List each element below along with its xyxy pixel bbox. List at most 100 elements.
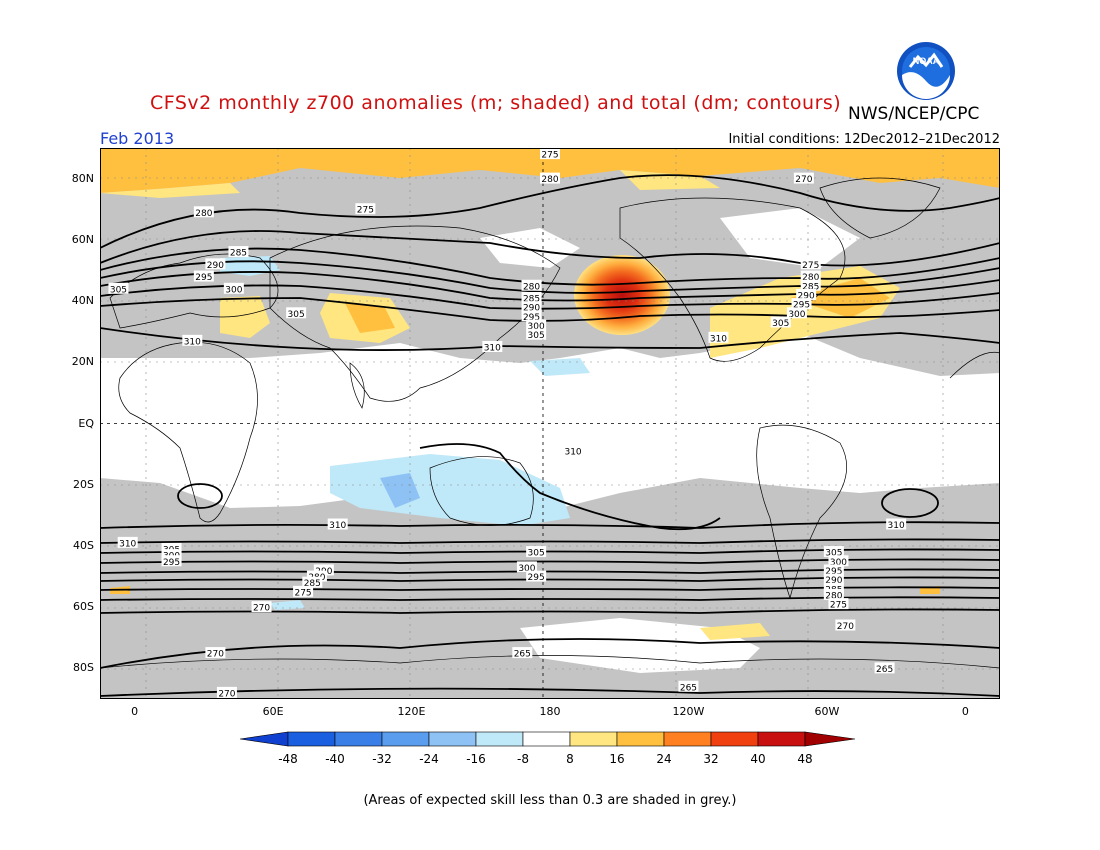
contour-label: 285: [800, 279, 821, 292]
lon-tick-label: 0: [131, 705, 139, 718]
lat-tick-label: 20S: [73, 477, 94, 491]
contour-label: 305: [286, 307, 307, 320]
svg-text:295: 295: [528, 573, 545, 583]
svg-text:290: 290: [523, 304, 540, 314]
svg-text:300: 300: [830, 558, 847, 568]
contour-label: 270: [216, 686, 237, 699]
contour-label: 305: [108, 282, 129, 295]
colorbar-tick-label: 32: [703, 752, 718, 766]
svg-text:275: 275: [357, 206, 374, 216]
contour-label: 310: [563, 445, 584, 458]
map-frame: [100, 148, 1000, 699]
initial-conditions: Initial conditions: 12Dec2012–21Dec2012: [728, 132, 1000, 147]
svg-text:265: 265: [680, 683, 697, 693]
contour-label: 305: [526, 546, 547, 559]
svg-text:270: 270: [253, 604, 270, 614]
svg-text:280: 280: [523, 282, 540, 292]
svg-text:310: 310: [484, 343, 501, 353]
svg-text:305: 305: [772, 319, 789, 329]
contour-label: 275: [800, 258, 821, 271]
svg-text:310: 310: [329, 521, 346, 531]
svg-text:290: 290: [207, 261, 224, 271]
contour-label: 310: [708, 331, 729, 344]
lat-tick-label: 40S: [73, 538, 94, 552]
noaa-logo-text: NOAA: [913, 56, 940, 66]
contour-label: 285: [228, 246, 249, 259]
contour-label: 310: [482, 340, 503, 353]
contour-label: 295: [161, 555, 182, 568]
contour-label: 275: [828, 598, 849, 611]
colorbar-swatch: [334, 731, 383, 747]
contour-label: 295: [823, 564, 844, 577]
svg-text:310: 310: [119, 539, 136, 549]
colorbar-tick-label: 16: [609, 752, 624, 766]
contour-label: 280: [823, 588, 844, 601]
contour-label: 285: [302, 576, 323, 589]
colorbar-swatch: [616, 731, 665, 747]
contour-label: 290: [796, 288, 817, 301]
colorbar-swatch: [381, 731, 430, 747]
colorbar-swatch: [475, 731, 524, 747]
contour-label: 300: [223, 282, 244, 295]
svg-text:285: 285: [523, 294, 540, 304]
colorbar-tick-label: -16: [466, 752, 486, 766]
colorbar-tick-label: -24: [419, 752, 439, 766]
contour-label: 310: [182, 334, 203, 347]
svg-text:300: 300: [528, 322, 545, 332]
lon-tick-label: 180: [539, 705, 561, 718]
contour-label: 265: [678, 680, 699, 693]
svg-text:295: 295: [825, 567, 842, 577]
lat-tick-label: 60N: [71, 232, 94, 246]
contour-label: 270: [835, 619, 856, 632]
lat-tick-label: 40N: [71, 294, 94, 308]
contour-label: 295: [521, 310, 542, 323]
colorbar-tick-label: 8: [566, 752, 574, 766]
svg-text:285: 285: [230, 249, 247, 259]
contour-label: 265: [874, 662, 895, 675]
page-title: CFSv2 monthly z700 anomalies (m; shaded)…: [150, 92, 842, 114]
lon-tick-label: 60W: [814, 705, 840, 718]
svg-text:280: 280: [825, 591, 842, 601]
colorbar-tick-label: 24: [656, 752, 671, 766]
svg-text:280: 280: [802, 273, 819, 283]
contour-label: 290: [823, 573, 844, 586]
colorbar-tick-label: 40: [750, 752, 765, 766]
svg-text:305: 305: [528, 331, 545, 341]
contour-label: 275: [540, 148, 560, 161]
forecast-month: Feb 2013: [100, 129, 175, 148]
colorbar-swatch: [569, 731, 618, 747]
white-patch-north-pacific: [480, 228, 580, 268]
svg-text:310: 310: [888, 521, 905, 531]
contour-label: 310: [117, 536, 138, 549]
contour-label: 310: [327, 518, 348, 531]
lon-tick-label: 120E: [397, 705, 426, 718]
contour-label: 275: [293, 585, 314, 598]
contour-label: 280: [540, 172, 560, 185]
colorbar-tick-label: -48: [278, 752, 298, 766]
svg-text:270: 270: [795, 175, 812, 185]
contour-label: 305: [823, 546, 844, 559]
svg-text:270: 270: [218, 689, 235, 699]
svg-text:305: 305: [110, 285, 127, 295]
svg-text:290: 290: [798, 291, 815, 301]
lat-tick-label: 80S: [73, 661, 94, 675]
contour-label: 290: [205, 258, 226, 271]
contour-label: 280: [193, 206, 214, 219]
colorbar-tick-label: -40: [325, 752, 345, 766]
colorbar-swatch: [287, 731, 336, 747]
negative-anomaly-regions: [220, 256, 590, 610]
noaa-logo: NOAA: [896, 41, 956, 101]
colorbar-right-arrow: [804, 731, 856, 747]
colorbar-left-arrow: [239, 731, 289, 747]
svg-text:265: 265: [514, 650, 531, 660]
svg-text:275: 275: [294, 588, 311, 598]
lat-tick-label: EQ: [78, 416, 94, 430]
lon-tick-label: 0: [961, 705, 969, 718]
contour-label: 285: [521, 291, 542, 304]
contour-label: 310: [886, 518, 907, 531]
colorbar-tick-label: -8: [517, 752, 529, 766]
contour-label: 270: [793, 172, 814, 185]
svg-text:295: 295: [163, 558, 180, 568]
svg-text:300: 300: [788, 310, 805, 320]
